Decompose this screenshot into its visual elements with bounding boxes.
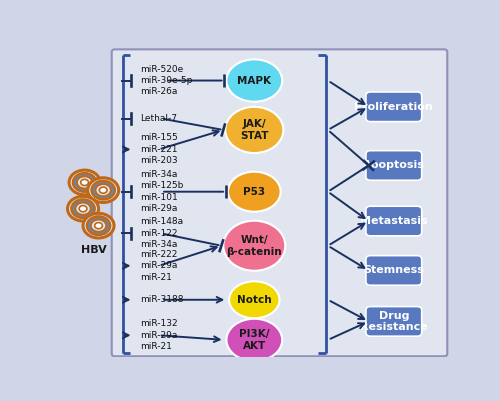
Text: miR-222
miR-29a
miR-21: miR-222 miR-29a miR-21: [140, 250, 177, 282]
Text: Lethal-7: Lethal-7: [140, 114, 177, 123]
Ellipse shape: [224, 221, 286, 271]
Text: Drug
Resistance: Drug Resistance: [360, 311, 428, 332]
FancyBboxPatch shape: [112, 49, 448, 356]
Text: miR-155
miR-221
miR-203: miR-155 miR-221 miR-203: [140, 134, 178, 165]
Text: Apoptosis: Apoptosis: [363, 160, 425, 170]
Circle shape: [91, 219, 106, 232]
FancyBboxPatch shape: [366, 151, 422, 180]
Text: Proliferation: Proliferation: [354, 102, 433, 112]
Circle shape: [100, 187, 107, 193]
Text: HBV: HBV: [80, 245, 106, 255]
Circle shape: [96, 184, 111, 196]
Text: miR-34a
miR-125b
miR-101
miR-29a: miR-34a miR-125b miR-101 miR-29a: [140, 170, 184, 213]
Text: JAK/
STAT: JAK/ STAT: [240, 119, 268, 141]
Text: MAPK: MAPK: [238, 75, 272, 85]
Text: Wnt/
β-catenin: Wnt/ β-catenin: [226, 235, 282, 257]
Text: miR-148a
miR-122
miR-34a: miR-148a miR-122 miR-34a: [140, 217, 183, 249]
Circle shape: [68, 196, 98, 221]
Ellipse shape: [226, 319, 282, 361]
Ellipse shape: [226, 59, 282, 102]
Circle shape: [69, 170, 100, 195]
Text: P53: P53: [243, 187, 266, 197]
Circle shape: [79, 206, 87, 212]
Circle shape: [83, 213, 114, 238]
Circle shape: [77, 176, 92, 188]
Circle shape: [76, 203, 91, 215]
Circle shape: [92, 181, 115, 199]
Text: Notch: Notch: [237, 295, 272, 305]
Circle shape: [88, 178, 118, 203]
FancyBboxPatch shape: [366, 306, 422, 336]
Circle shape: [72, 199, 94, 218]
Circle shape: [87, 217, 110, 235]
Circle shape: [73, 173, 96, 192]
FancyBboxPatch shape: [366, 92, 422, 122]
Text: Metastasis: Metastasis: [360, 216, 428, 226]
Circle shape: [80, 179, 88, 186]
Text: miR-520e
miR-30e-5p
miR-26a: miR-520e miR-30e-5p miR-26a: [140, 65, 192, 97]
Text: Stemness: Stemness: [364, 265, 424, 275]
FancyBboxPatch shape: [366, 206, 422, 236]
Text: miR-3188: miR-3188: [140, 295, 184, 304]
Circle shape: [94, 223, 102, 229]
Ellipse shape: [228, 172, 280, 212]
FancyBboxPatch shape: [366, 255, 422, 285]
Text: miR-132
miR-29a
miR-21: miR-132 miR-29a miR-21: [140, 319, 177, 351]
Ellipse shape: [225, 107, 284, 153]
Ellipse shape: [229, 281, 280, 318]
Text: PI3K/
AKT: PI3K/ AKT: [239, 329, 270, 351]
